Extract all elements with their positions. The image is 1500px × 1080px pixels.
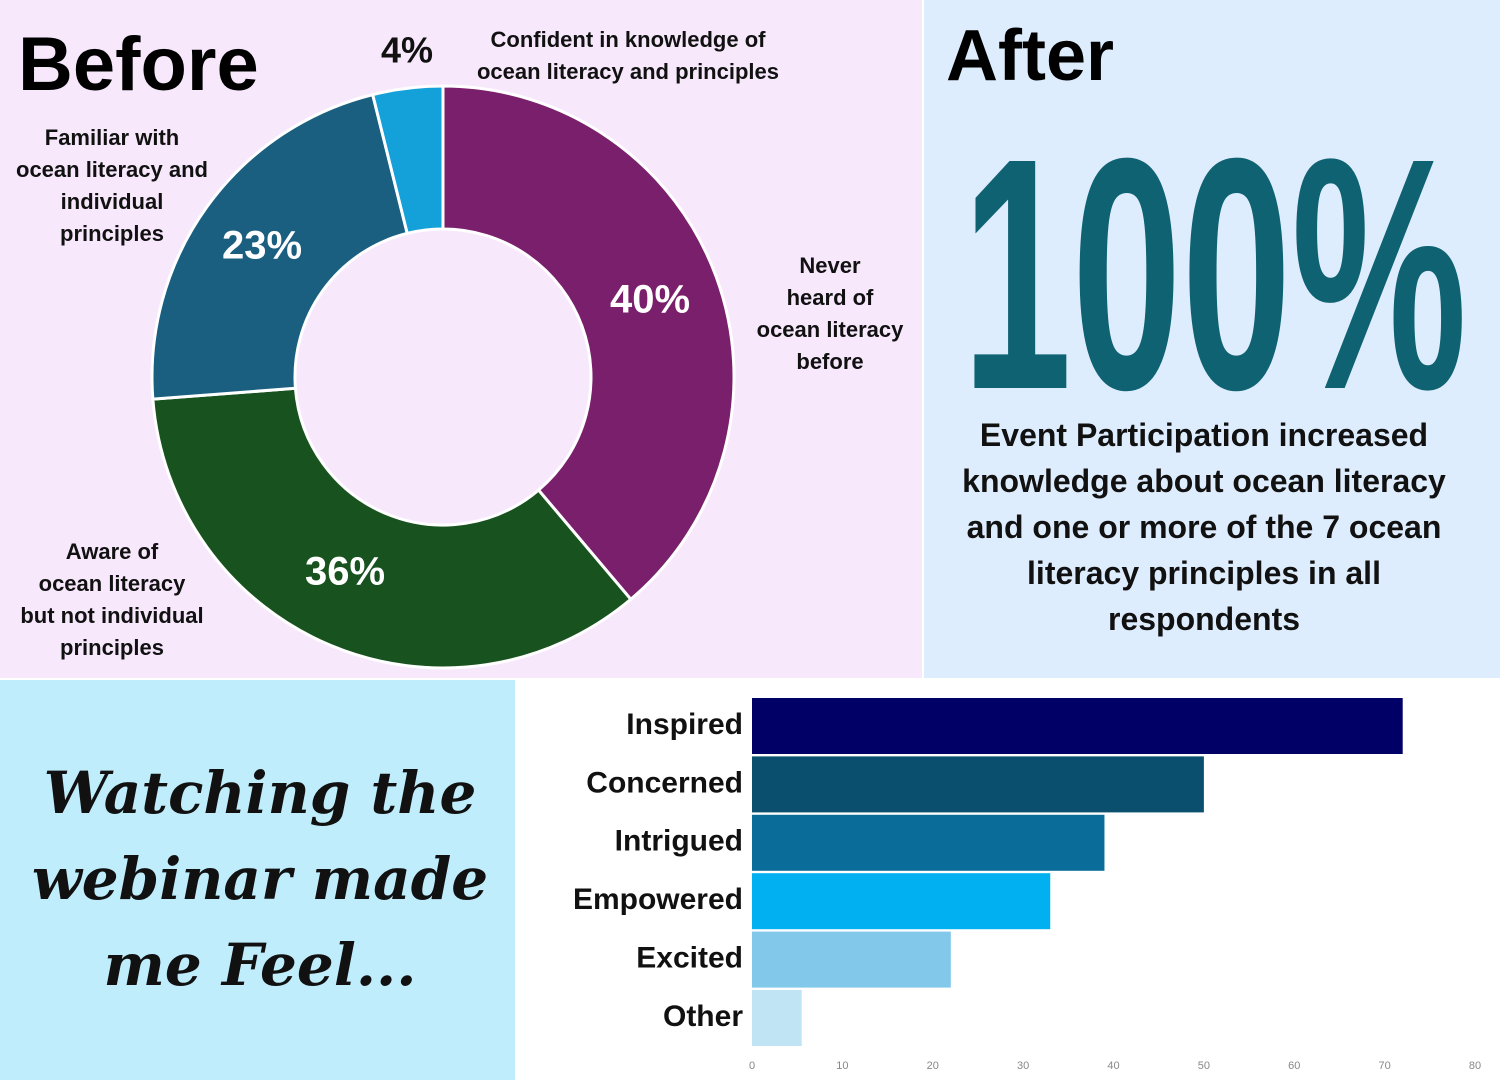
after-panel: [924, 0, 1500, 678]
value-label: 36%: [305, 550, 385, 594]
x-tick-label: 70: [1379, 1060, 1391, 1072]
bar: [752, 814, 1105, 871]
x-tick-label: 0: [749, 1060, 755, 1072]
y-tick-label: Inspired: [626, 708, 743, 741]
category-label: Aware of ocean literacy but not individu…: [20, 539, 204, 660]
x-tick-label: 80: [1469, 1060, 1481, 1072]
feel-panel: [0, 680, 515, 1080]
x-tick-label: 20: [927, 1060, 939, 1072]
x-tick-label: 40: [1107, 1060, 1119, 1072]
x-tick-label: 30: [1017, 1060, 1029, 1072]
bar: [752, 698, 1403, 754]
headline: 100%: [962, 89, 1467, 458]
donut-segment: [150, 92, 410, 401]
donut-segment: [370, 84, 445, 236]
value-label: 4%: [381, 30, 433, 71]
bar-chart-title: Watching the webinar made me Feel...: [31, 759, 489, 999]
bar: [752, 990, 802, 1046]
bar: [752, 756, 1204, 813]
value-label: 23%: [222, 224, 302, 268]
category-label: Never heard of ocean literacy before: [756, 253, 904, 374]
before-title: Before: [18, 22, 259, 107]
after-text: Event Participation increased knowledge …: [962, 417, 1446, 637]
y-tick-label: Other: [663, 1000, 743, 1033]
y-tick-label: Excited: [636, 942, 743, 975]
donut-segment: [441, 84, 736, 602]
category-label: Familiar with ocean literacy and individ…: [16, 125, 208, 246]
category-label: Confident in knowledge of ocean literacy…: [476, 27, 779, 84]
y-tick-label: Empowered: [573, 883, 743, 916]
after-title: After: [946, 16, 1114, 96]
y-tick-label: Intrigued: [615, 825, 743, 858]
bar: [752, 873, 1051, 930]
y-tick-label: Concerned: [586, 766, 743, 799]
x-tick-label: 10: [836, 1060, 848, 1072]
value-label: 40%: [610, 278, 690, 322]
bar: [752, 931, 951, 988]
x-tick-label: 60: [1288, 1060, 1300, 1072]
donut-segment: [151, 386, 633, 670]
x-tick-label: 50: [1198, 1060, 1210, 1072]
